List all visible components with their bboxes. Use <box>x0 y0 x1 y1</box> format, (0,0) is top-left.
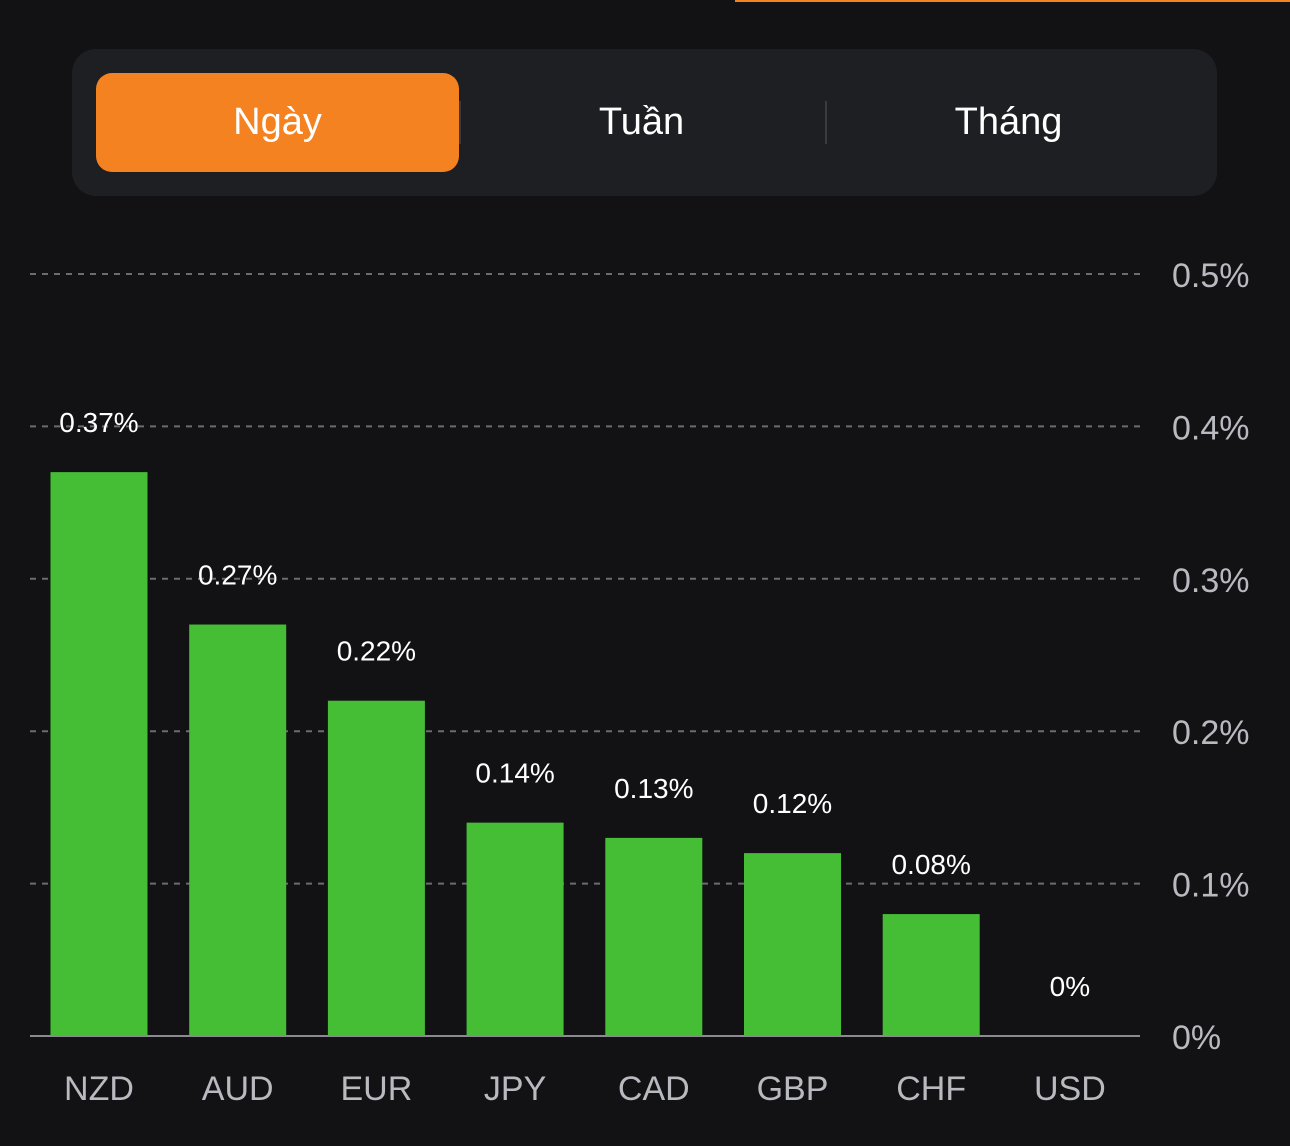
x-tick-label: CAD <box>618 1070 690 1108</box>
tab-month[interactable]: Tháng <box>954 101 1063 143</box>
x-tick-label: NZD <box>64 1070 134 1108</box>
tab-day[interactable]: Ngày <box>96 73 459 172</box>
value-label: 0.27% <box>198 560 277 591</box>
top-accent-line <box>735 0 1290 2</box>
x-tick-label: AUD <box>202 1070 274 1108</box>
tab-week[interactable]: Tuần <box>598 101 685 143</box>
x-tick-label: USD <box>1034 1070 1106 1108</box>
value-label: 0.22% <box>337 636 416 667</box>
tab-divider <box>459 101 461 144</box>
x-tick-label: CHF <box>896 1070 966 1108</box>
bar-eur <box>327 700 425 1036</box>
tab-divider <box>825 101 827 144</box>
period-tab-bar: Ngày Tuần Tháng <box>72 49 1217 196</box>
x-tick-label: GBP <box>757 1070 829 1108</box>
bar-gbp <box>744 853 841 1036</box>
y-tick-label: 0.3% <box>1172 562 1250 600</box>
bar-jpy <box>466 822 564 1036</box>
bar-nzd <box>50 472 148 1036</box>
value-label: 0.08% <box>891 849 970 880</box>
value-label: 0.13% <box>614 773 693 804</box>
y-tick-label: 0.1% <box>1172 867 1250 905</box>
y-tick-label: 0.4% <box>1172 409 1250 447</box>
value-label: 0.37% <box>59 407 138 438</box>
bar-chf <box>882 914 980 1036</box>
value-label: 0.14% <box>475 758 554 789</box>
value-label: 0.12% <box>753 788 832 819</box>
y-tick-label: 0% <box>1172 1019 1221 1057</box>
bar-aud <box>189 624 287 1036</box>
bar-cad <box>605 837 703 1036</box>
y-tick-label: 0.5% <box>1172 257 1250 295</box>
y-tick-label: 0.2% <box>1172 714 1250 752</box>
value-label: 0% <box>1050 971 1090 1002</box>
x-tick-label: EUR <box>341 1070 413 1108</box>
x-tick-label: JPY <box>484 1070 546 1108</box>
